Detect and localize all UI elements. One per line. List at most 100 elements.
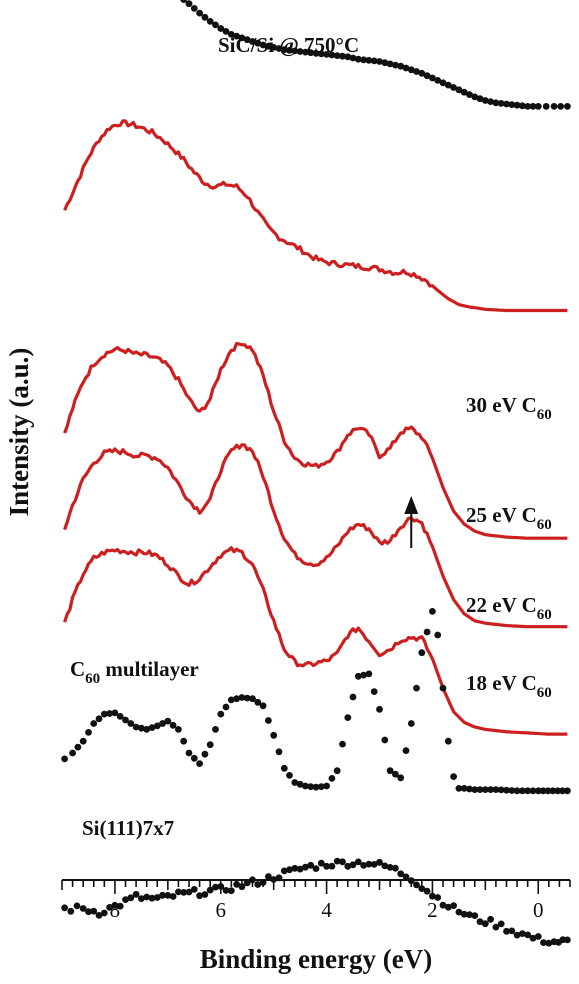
data-point — [429, 74, 436, 82]
data-point — [243, 879, 251, 887]
data-point — [222, 28, 230, 35]
data-point — [270, 731, 278, 739]
data-point — [455, 908, 463, 916]
data-point — [386, 864, 394, 871]
series-label-1: 30 eV C60 — [466, 393, 552, 423]
data-point — [524, 103, 532, 110]
data-point — [339, 52, 346, 60]
data-point — [513, 101, 521, 109]
data-point — [116, 713, 124, 720]
data-point — [265, 42, 272, 50]
data-point — [323, 51, 330, 58]
data-point — [460, 910, 468, 918]
data-point — [365, 670, 373, 678]
y-axis-title: Intensity (a.u.) — [4, 348, 34, 517]
data-point — [212, 883, 219, 891]
data-point — [344, 714, 352, 721]
data-point — [164, 892, 172, 899]
series-label-main: 25 eV C — [466, 503, 537, 527]
data-point — [286, 46, 293, 54]
data-point — [466, 91, 473, 98]
data-point — [196, 892, 204, 900]
series-label-6: Si(111)7x7 — [82, 816, 174, 840]
data-point — [444, 903, 452, 911]
data-point — [265, 873, 272, 880]
data-point — [439, 684, 447, 692]
data-point — [175, 888, 182, 896]
data-point — [74, 743, 82, 751]
series-label-subscript: 60 — [537, 607, 552, 623]
data-point — [423, 72, 431, 80]
data-point — [434, 77, 442, 84]
data-point — [524, 931, 532, 939]
data-point — [122, 716, 129, 724]
data-point — [418, 69, 426, 77]
data-point — [185, 0, 193, 8]
data-point — [138, 895, 145, 902]
data-point — [254, 698, 262, 706]
data-point — [423, 628, 431, 636]
data-point — [180, 889, 188, 896]
data-point — [481, 920, 489, 928]
data-point — [365, 56, 373, 64]
data-point — [392, 864, 399, 872]
series-line-4 — [63, 546, 568, 736]
data-point — [540, 939, 547, 946]
data-point — [481, 786, 489, 793]
data-point — [413, 68, 420, 75]
data-point — [227, 887, 235, 895]
data-point — [413, 684, 420, 692]
data-point — [460, 785, 468, 792]
data-point — [564, 936, 571, 944]
data-point — [564, 787, 571, 795]
data-point — [180, 737, 188, 745]
x-tick-label: 2 — [427, 898, 438, 922]
x-tick-label: 0 — [533, 898, 544, 922]
data-point — [328, 775, 336, 782]
data-point — [169, 893, 177, 900]
data-point — [153, 894, 161, 901]
data-point — [61, 904, 68, 912]
data-point — [111, 901, 119, 909]
data-point — [164, 717, 172, 725]
data-point — [466, 911, 473, 919]
data-point — [466, 785, 473, 793]
data-point — [323, 782, 330, 790]
data-point — [254, 881, 262, 888]
x-tick-label: 4 — [321, 898, 332, 922]
series-label-0: SiC/Si @ 750°C — [218, 33, 359, 57]
data-point — [127, 894, 135, 902]
data-point — [222, 887, 230, 894]
data-point — [360, 56, 367, 64]
data-point — [233, 880, 241, 888]
x-axis: 8 6 4 2 0 — [61, 879, 571, 922]
x-axis-title: Binding energy (eV) — [200, 944, 433, 974]
data-point — [354, 858, 362, 866]
data-point — [132, 723, 140, 731]
data-point — [407, 720, 415, 727]
data-point — [429, 608, 436, 615]
data-point — [106, 710, 113, 717]
series-label-5: C60 multilayer — [70, 657, 199, 687]
data-point — [217, 710, 225, 718]
data-point — [148, 724, 156, 731]
data-point — [397, 774, 405, 782]
data-point — [397, 870, 405, 878]
data-point — [302, 863, 309, 871]
series-4 — [63, 546, 568, 736]
data-point — [180, 0, 188, 3]
data-point — [122, 896, 129, 903]
data-point — [360, 862, 367, 869]
data-point — [333, 857, 341, 865]
data-point — [392, 770, 399, 778]
data-point — [492, 99, 500, 107]
x-tick-label: 8 — [110, 898, 121, 922]
series-label-3: 22 eV C60 — [466, 593, 552, 623]
data-point — [323, 862, 330, 870]
data-point — [185, 888, 193, 896]
data-point — [402, 873, 410, 881]
data-point — [190, 754, 198, 762]
data-point — [95, 912, 103, 919]
data-point — [476, 918, 484, 926]
